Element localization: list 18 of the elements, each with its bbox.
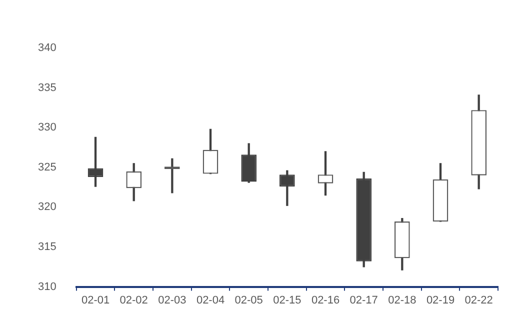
y-tick-label: 315 <box>38 241 56 254</box>
x-tick-label: 02-22 <box>464 294 493 306</box>
y-tick-label: 335 <box>38 82 56 94</box>
x-tick-label: 02-05 <box>234 294 263 306</box>
y-tick-label: 320 <box>38 201 56 214</box>
y-tick-label: 310 <box>38 280 56 293</box>
x-tick-label: 02-17 <box>350 294 378 306</box>
x-tick-label: 02-01 <box>81 294 110 306</box>
y-tick-label: 340 <box>38 42 56 54</box>
y-tick-label: 330 <box>38 122 56 134</box>
x-tick-label: 02-03 <box>158 294 186 306</box>
x-tick-label: 02-02 <box>120 294 148 306</box>
x-tick-label: 02-19 <box>426 294 455 306</box>
x-tick-label: 02-16 <box>311 294 340 306</box>
x-tick-label: 02-04 <box>196 294 225 306</box>
x-tick-label: 02-18 <box>388 294 416 306</box>
x-tick-label: 02-15 <box>273 294 302 306</box>
y-tick-label: 325 <box>38 161 56 174</box>
